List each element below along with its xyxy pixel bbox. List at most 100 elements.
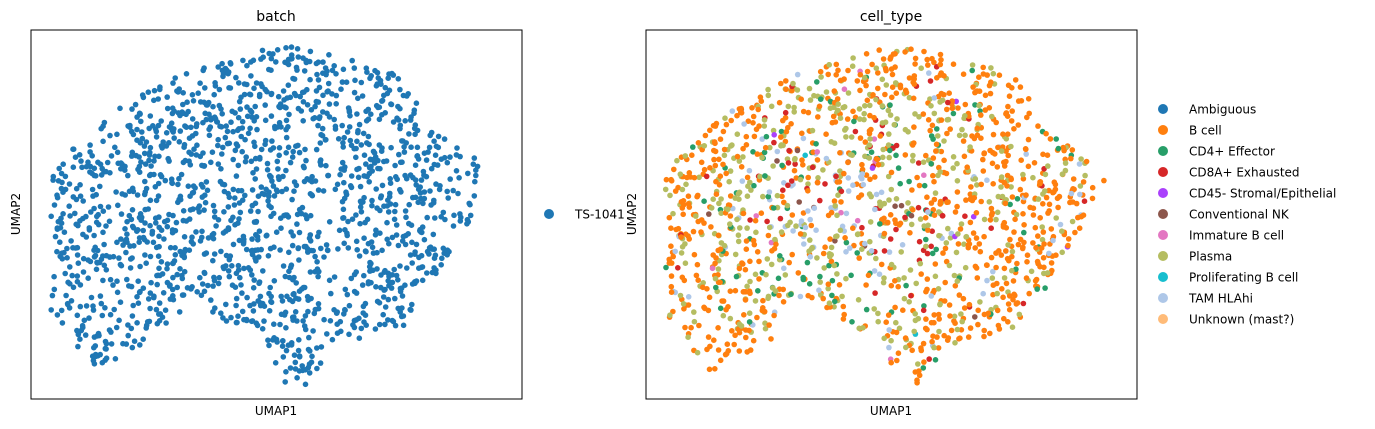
scatter-point bbox=[941, 298, 948, 304]
scatter-point bbox=[789, 212, 796, 218]
scatter-point bbox=[949, 105, 956, 112]
scatter-point bbox=[671, 166, 677, 173]
scatter-point bbox=[859, 246, 865, 252]
scatter-point bbox=[413, 182, 420, 188]
scatter-point bbox=[418, 252, 425, 259]
scatter-point bbox=[296, 354, 303, 360]
scatter-point bbox=[908, 46, 914, 52]
x-axis-label: UMAP1 bbox=[870, 404, 912, 418]
scatter-point bbox=[332, 126, 339, 132]
scatter-point bbox=[236, 237, 243, 244]
scatter-point bbox=[152, 184, 159, 190]
scatter-point bbox=[232, 284, 239, 291]
scatter-point bbox=[125, 332, 131, 339]
scatter-point bbox=[205, 235, 212, 241]
scatter-point bbox=[370, 148, 377, 155]
scatter-point bbox=[843, 210, 850, 217]
scatter-point bbox=[841, 170, 847, 177]
scatter-point bbox=[820, 250, 827, 257]
scatter-point bbox=[765, 293, 772, 300]
scatter-point bbox=[157, 84, 163, 90]
scatter-point bbox=[1065, 242, 1071, 249]
scatter-point bbox=[278, 293, 285, 300]
scatter-point bbox=[928, 243, 934, 250]
scatter-point bbox=[230, 241, 237, 248]
scatter-point bbox=[70, 284, 77, 291]
scatter-point bbox=[341, 134, 348, 141]
scatter-point bbox=[94, 247, 101, 254]
scatter-point bbox=[467, 212, 474, 219]
scatter-point bbox=[880, 56, 887, 62]
scatter-point bbox=[732, 332, 738, 339]
scatter-point bbox=[253, 258, 259, 264]
scatter-point bbox=[225, 69, 232, 75]
scatter-point bbox=[221, 209, 227, 215]
scatter-point bbox=[323, 242, 330, 248]
scatter-point bbox=[715, 232, 722, 239]
scatter-point bbox=[879, 103, 886, 109]
scatter-point bbox=[444, 188, 451, 195]
scatter-point bbox=[670, 253, 676, 260]
scatter-point bbox=[931, 212, 938, 218]
scatter-point bbox=[946, 90, 952, 96]
scatter-point bbox=[344, 291, 351, 298]
scatter-point bbox=[941, 157, 947, 164]
scatter-point bbox=[286, 249, 292, 256]
scatter-point bbox=[674, 157, 680, 164]
scatter-point bbox=[255, 254, 262, 260]
scatter-point bbox=[809, 244, 815, 251]
scatter-point bbox=[164, 261, 171, 267]
scatter-point bbox=[158, 173, 165, 180]
scatter-point bbox=[361, 272, 367, 279]
scatter-point bbox=[755, 106, 761, 113]
scatter-point bbox=[722, 115, 728, 121]
scatter-point bbox=[794, 147, 801, 154]
scatter-point bbox=[390, 119, 397, 125]
scatter-point bbox=[855, 231, 861, 237]
scatter-point bbox=[400, 233, 407, 240]
scatter-point bbox=[79, 164, 85, 171]
scatter-point bbox=[921, 172, 927, 178]
scatter-point bbox=[428, 129, 435, 136]
scatter-point bbox=[421, 150, 428, 156]
scatter-point bbox=[945, 99, 951, 106]
scatter-point bbox=[750, 237, 757, 244]
scatter-point bbox=[936, 232, 942, 239]
scatter-point bbox=[358, 325, 365, 332]
scatter-point bbox=[129, 255, 135, 261]
scatter-point bbox=[892, 203, 898, 209]
scatter-point bbox=[951, 313, 958, 320]
scatter-point bbox=[194, 289, 200, 295]
scatter-point bbox=[124, 218, 130, 225]
scatter-point bbox=[176, 175, 182, 182]
scatter-point bbox=[333, 71, 339, 77]
scatter-point bbox=[826, 300, 833, 307]
scatter-point bbox=[1030, 174, 1036, 181]
scatter-point bbox=[285, 124, 291, 130]
scatter-point bbox=[909, 347, 915, 354]
scatter-point bbox=[404, 265, 410, 271]
scatter-point bbox=[249, 247, 255, 254]
scatter-point bbox=[342, 286, 349, 293]
scatter-point bbox=[745, 183, 751, 189]
scatter-point bbox=[409, 239, 415, 246]
scatter-point bbox=[239, 125, 246, 131]
scatter-point bbox=[1049, 267, 1055, 274]
scatter-point bbox=[93, 266, 100, 273]
scatter-point bbox=[916, 238, 923, 245]
scatter-point bbox=[253, 166, 260, 172]
scatter-point bbox=[386, 240, 392, 247]
legend-label: Conventional NK bbox=[1189, 208, 1290, 222]
scatter-point bbox=[350, 322, 356, 328]
scatter-point bbox=[421, 195, 428, 202]
scatter-point bbox=[387, 190, 393, 197]
scatter-point bbox=[195, 205, 201, 212]
scatter-point bbox=[473, 172, 479, 179]
scatter-point bbox=[940, 250, 946, 256]
scatter-point bbox=[164, 94, 170, 100]
scatter-point bbox=[69, 272, 75, 279]
scatter-point bbox=[906, 178, 912, 185]
scatter-point bbox=[729, 108, 736, 114]
scatter-point bbox=[305, 308, 311, 315]
scatter-point bbox=[1034, 286, 1040, 292]
